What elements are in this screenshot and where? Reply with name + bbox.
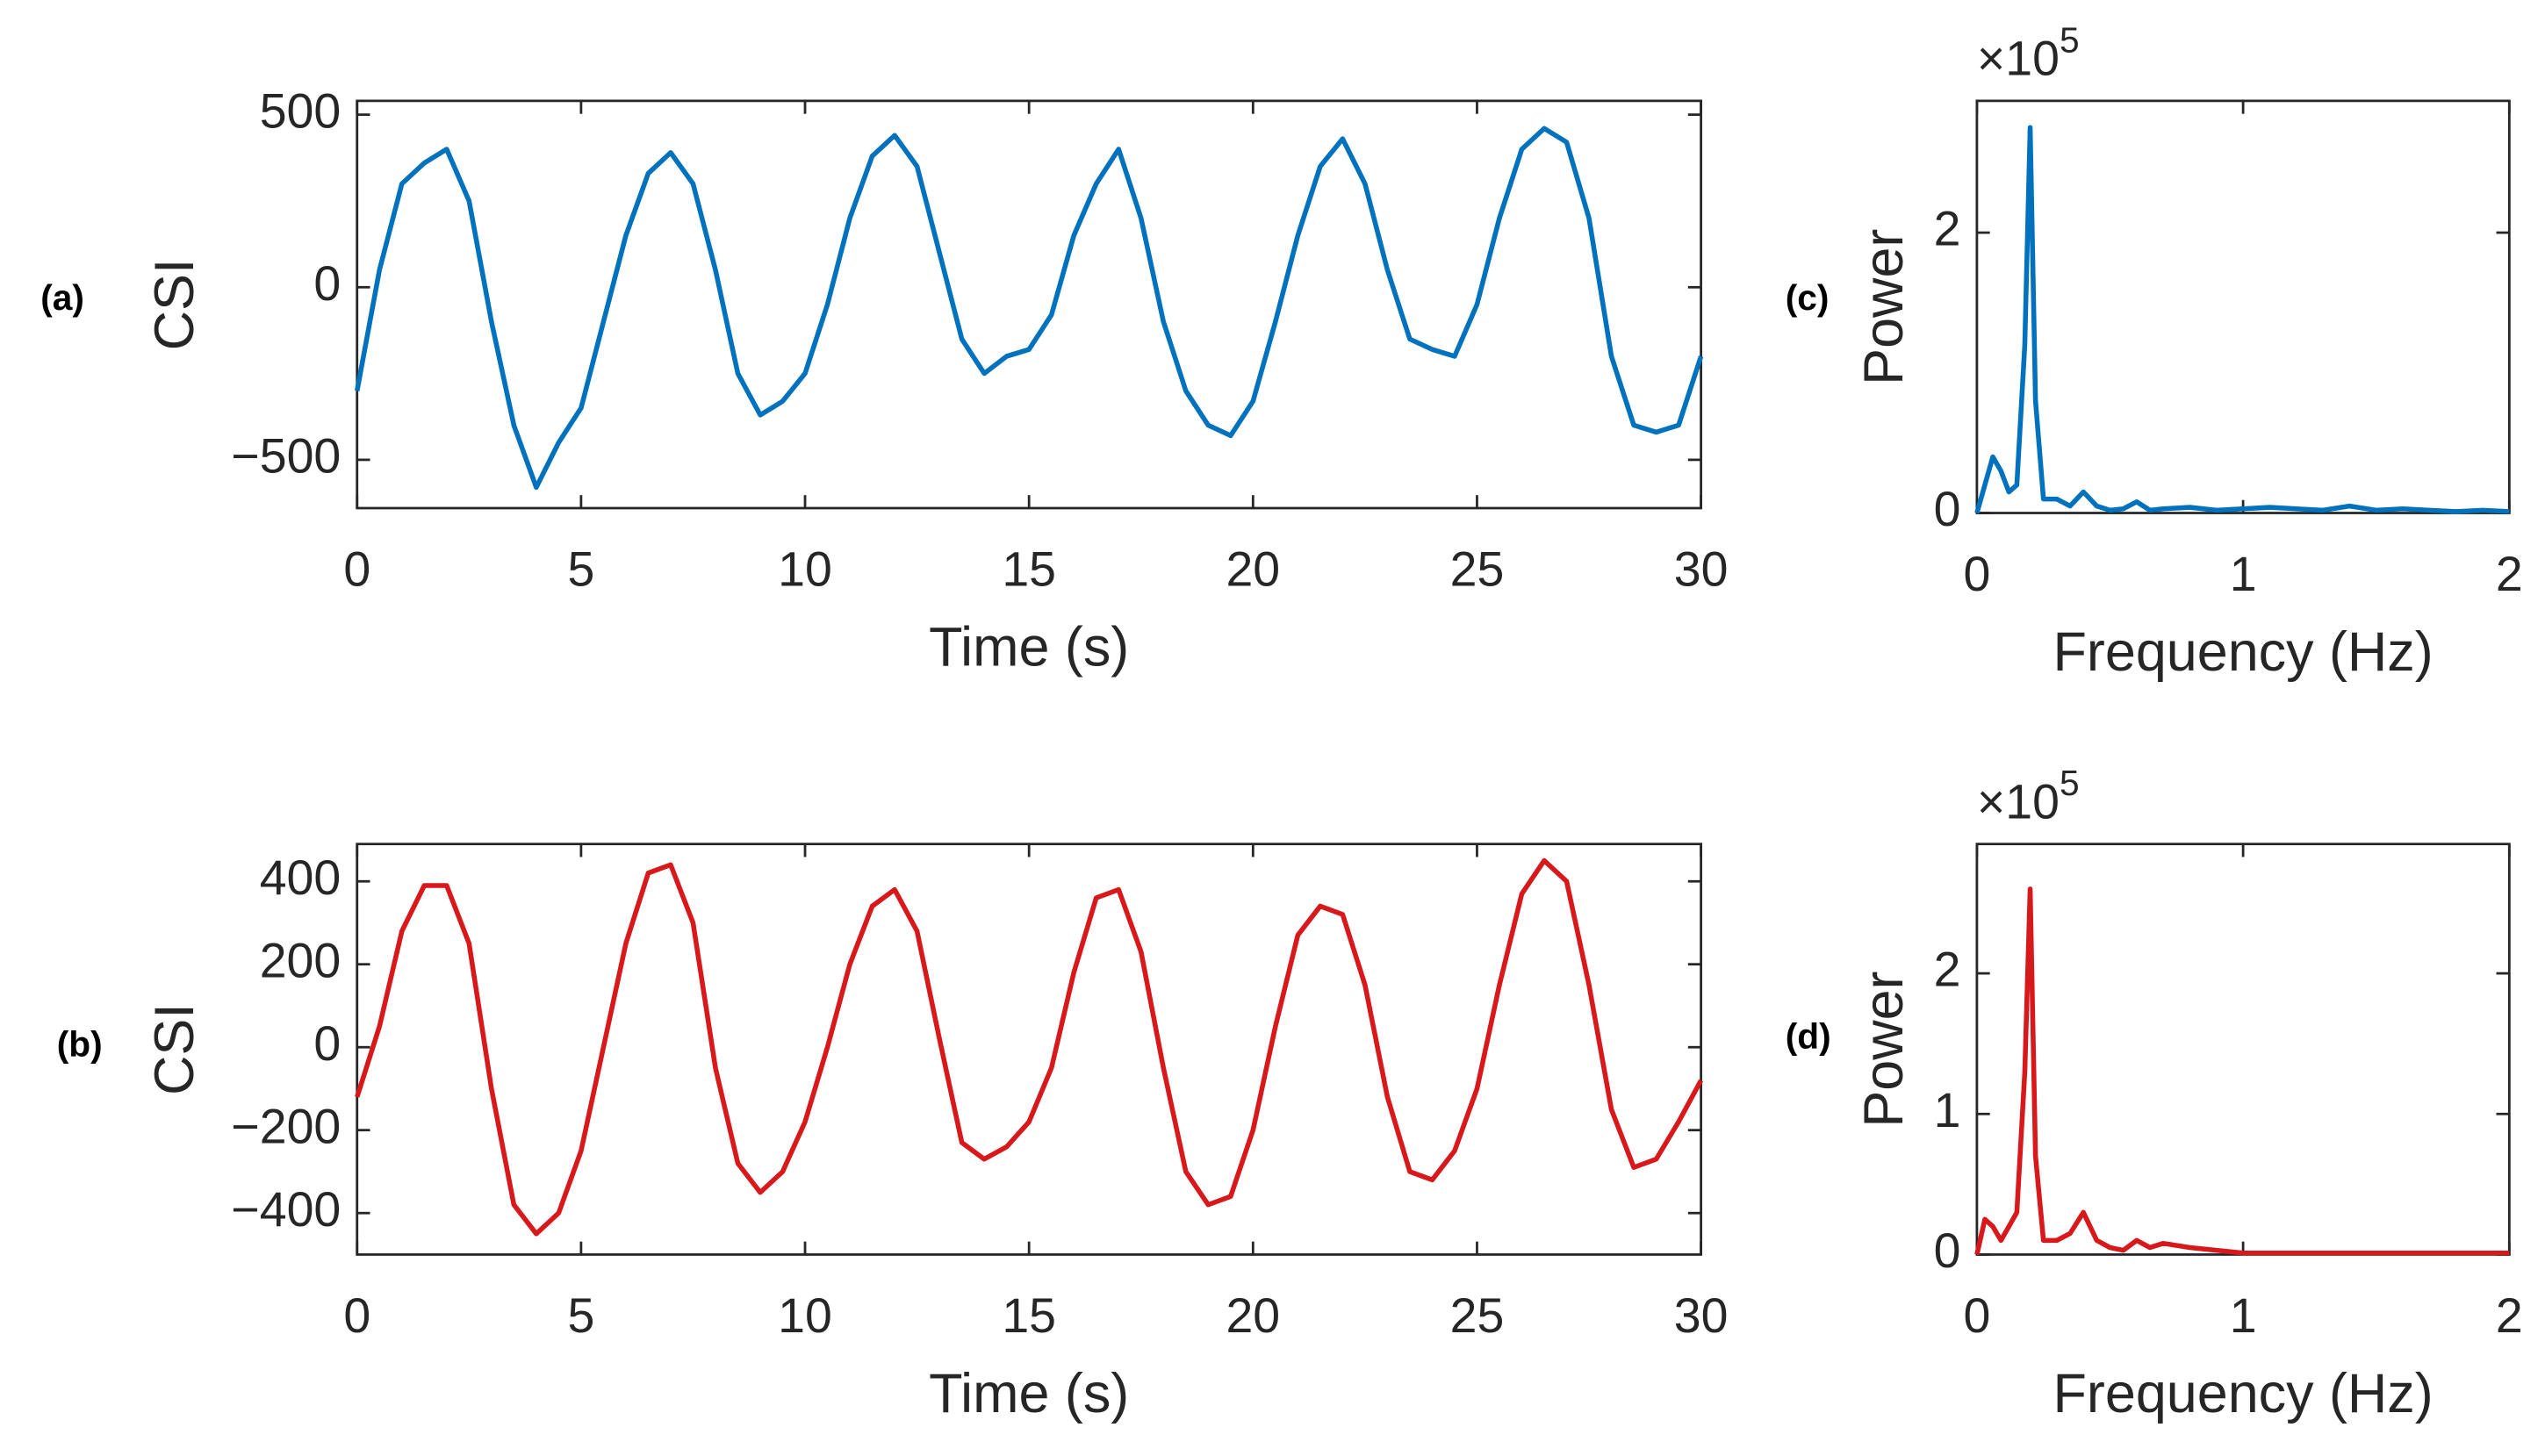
multiplier-exponent: 5 [2060, 763, 2080, 803]
multiplier: ×105 [1977, 19, 2080, 85]
axes-box [356, 843, 1702, 1256]
x-tick-label: 0 [343, 542, 370, 597]
y-tick-label: −500 [231, 429, 341, 484]
x-tick-label: 2 [2496, 1288, 2523, 1343]
y-tick-label: 200 [260, 933, 341, 987]
axes-box [1975, 843, 2511, 1256]
y-tick-label: 500 [260, 83, 341, 138]
multiplier: ×105 [1977, 763, 2080, 828]
data-line [1974, 886, 2510, 1256]
x-tick-label: 0 [343, 1288, 370, 1343]
multiplier-base: ×10 [1977, 774, 2060, 828]
panel-label: (d) [1786, 1015, 1831, 1056]
x-tick-label: 0 [1963, 1288, 1990, 1343]
x-tick-label: 10 [778, 1288, 832, 1343]
x-tick-label: 20 [1226, 542, 1280, 597]
y-tick-label: 0 [313, 256, 341, 311]
data-line [1974, 125, 2510, 514]
x-tick-label: 20 [1226, 1288, 1280, 1343]
y-tick-label: −200 [231, 1099, 341, 1153]
x-axis-label: Time (s) [929, 1363, 1129, 1424]
panel-label: (b) [57, 1024, 103, 1065]
x-tick-label: 15 [1002, 1288, 1056, 1343]
panel-label: (a) [40, 277, 84, 318]
x-axis-label: Time (s) [929, 616, 1129, 678]
x-tick-label: 1 [2230, 547, 2257, 601]
multiplier-exponent: 5 [2060, 19, 2080, 60]
x-axis-label: Frequency (Hz) [2053, 621, 2434, 683]
y-tick-label: 2 [1934, 943, 1961, 997]
x-tick-label: 5 [567, 542, 594, 597]
y-tick-label: 0 [1934, 1223, 1961, 1278]
x-tick-label: 25 [1450, 542, 1505, 597]
x-tick-label: 10 [778, 542, 832, 597]
data-line [355, 126, 1704, 491]
data-line [355, 857, 1704, 1237]
y-tick-label: 0 [1934, 482, 1961, 536]
x-tick-label: 1 [2230, 1288, 2257, 1343]
y-axis-label: CSI [144, 259, 205, 351]
panel-label: (c) [1786, 277, 1830, 318]
x-tick-label: 0 [1963, 547, 1990, 601]
y-tick-label: 2 [1934, 202, 1961, 256]
x-axis-label: Frequency (Hz) [2053, 1363, 2434, 1424]
y-tick-label: 1 [1934, 1083, 1961, 1137]
x-tick-label: 15 [1002, 542, 1056, 597]
y-tick-label: 400 [260, 850, 341, 905]
x-tick-label: 30 [1674, 542, 1729, 597]
y-tick-label: 0 [313, 1016, 341, 1071]
axes-box [1975, 99, 2511, 514]
y-tick-label: −400 [231, 1182, 341, 1237]
y-axis-label: Power [1853, 971, 1915, 1127]
x-tick-label: 30 [1674, 1288, 1729, 1343]
x-tick-label: 2 [2496, 547, 2523, 601]
x-tick-label: 25 [1450, 1288, 1505, 1343]
multiplier-base: ×10 [1977, 31, 2060, 85]
y-axis-label: CSI [144, 1003, 205, 1095]
y-axis-label: Power [1853, 229, 1915, 385]
x-tick-label: 5 [567, 1288, 594, 1343]
